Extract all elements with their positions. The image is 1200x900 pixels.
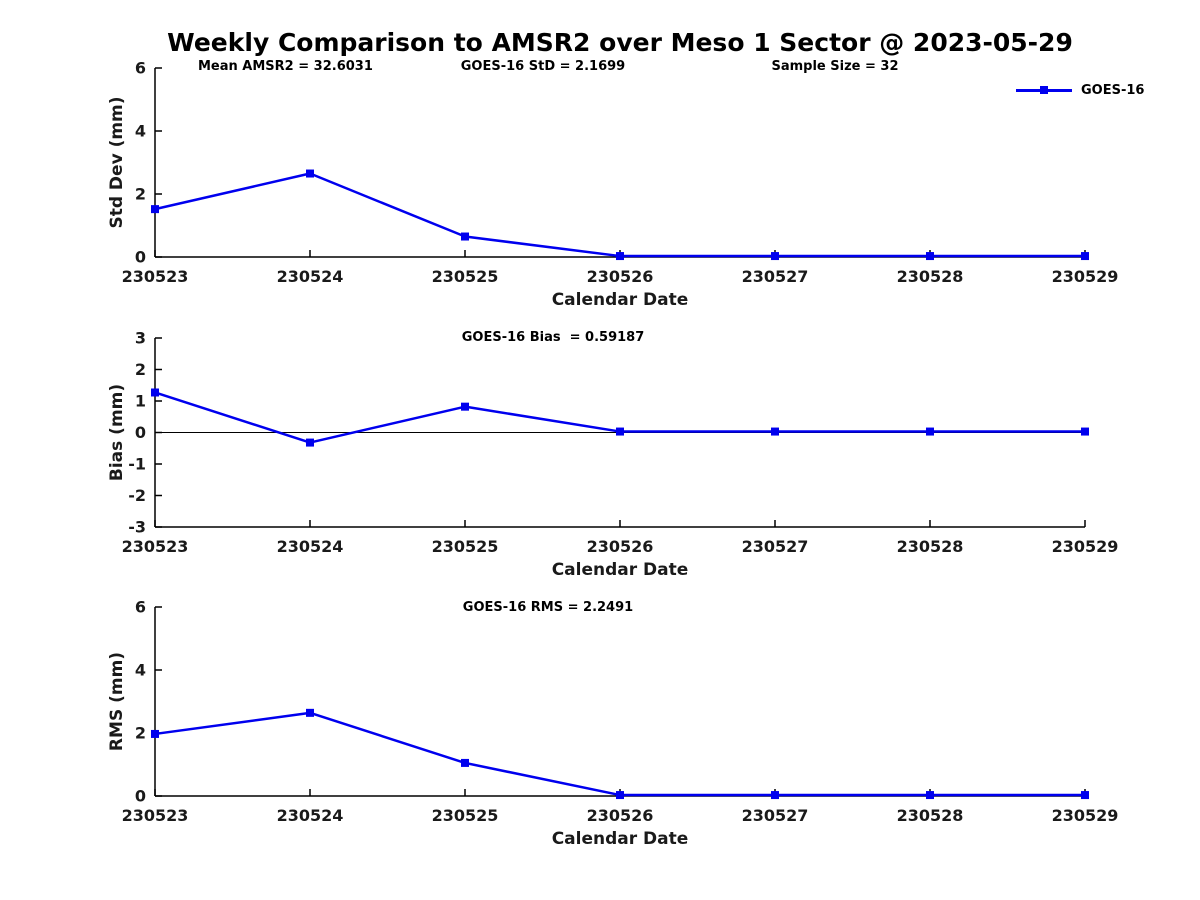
x-tick-label: 230528 [897, 267, 964, 286]
x-tick-label: 230525 [432, 537, 499, 556]
x-tick-label: 230526 [587, 806, 654, 825]
subplot-title-bias: GOES-16 Bias = 0.59187 [461, 330, 645, 345]
y-tick-label: 0 [135, 787, 146, 806]
data-point-marker-goes-16 [306, 708, 314, 717]
legend-label: GOES-16 [1081, 82, 1145, 98]
y-tick-label: 3 [135, 329, 146, 348]
figure-title: Weekly Comparison to AMSR2 over Meso 1 S… [167, 28, 1073, 57]
y-tick-label: 6 [135, 598, 146, 617]
y-tick-label: 2 [135, 185, 146, 204]
x-tick-label: 230524 [277, 806, 344, 825]
data-point-marker-goes-16 [771, 252, 779, 261]
x-axis-label: Calendar Date [552, 290, 689, 310]
annotation-goes16-std: GOES-16 StD = 2.1699 [460, 59, 626, 74]
data-point-marker-goes-16 [151, 205, 159, 214]
annotation-mean-amsr2: Mean AMSR2 = 32.6031 [198, 59, 373, 74]
x-axis-label: Calendar Date [552, 560, 689, 580]
data-point-marker-goes-16 [926, 791, 934, 800]
x-tick-label: 230523 [122, 806, 189, 825]
x-tick-label: 230523 [122, 537, 189, 556]
y-tick-label: 2 [135, 724, 146, 743]
x-tick-label: 230524 [277, 267, 344, 286]
x-tick-label: 230523 [122, 267, 189, 286]
y-tick-label: -1 [128, 455, 146, 474]
data-point-marker-goes-16 [926, 427, 934, 436]
y-axis-label: Bias (mm) [107, 384, 127, 481]
x-axis-label: Calendar Date [552, 829, 689, 849]
data-point-marker-goes-16 [616, 252, 624, 261]
data-point-marker-goes-16 [151, 388, 159, 397]
legend-square-marker-icon [1040, 86, 1048, 94]
y-tick-label: 0 [135, 423, 146, 442]
x-tick-label: 230527 [742, 267, 809, 286]
data-point-marker-goes-16 [1081, 252, 1089, 261]
series-line-goes-16 [154, 172, 1085, 258]
x-tick-label: 230524 [277, 537, 344, 556]
data-point-marker-goes-16 [616, 427, 624, 436]
y-tick-label: 4 [135, 122, 146, 141]
data-point-marker-goes-16 [771, 427, 779, 436]
subplot-title-rms: GOES-16 RMS = 2.2491 [462, 600, 634, 615]
y-tick-label: 6 [135, 59, 146, 78]
data-point-marker-goes-16 [616, 791, 624, 800]
x-tick-label: 230525 [432, 267, 499, 286]
x-tick-label: 230526 [587, 537, 654, 556]
legend-line-sample [1016, 82, 1072, 98]
legend: GOES-16 [1016, 82, 1144, 98]
x-tick-label: 230528 [897, 537, 964, 556]
series-line-goes-16 [154, 711, 1085, 797]
x-tick-label: 230529 [1052, 537, 1119, 556]
x-tick-label: 230529 [1052, 267, 1119, 286]
x-tick-label: 230526 [587, 267, 654, 286]
subplot-rms: 0 2 4 6 230523 230524 230525 230526 230527 230528… [107, 598, 1118, 850]
x-tick-label: 230527 [742, 806, 809, 825]
data-point-marker-goes-16 [461, 758, 469, 767]
data-point-marker-goes-16 [306, 438, 314, 447]
x-tick-label: 230529 [1052, 806, 1119, 825]
y-tick-label: 4 [135, 661, 146, 680]
subplot-stddev: 0 2 4 6 230523 230524 230525 230526 230527 230528… [107, 59, 1118, 311]
data-point-marker-goes-16 [461, 232, 469, 241]
y-tick-label: 2 [135, 360, 146, 379]
annotation-sample-size: Sample Size = 32 [771, 59, 899, 74]
y-axis-label: Std Dev (mm) [107, 96, 127, 228]
data-point-marker-goes-16 [1081, 427, 1089, 436]
data-point-marker-goes-16 [461, 402, 469, 411]
y-axis-label: RMS (mm) [107, 652, 127, 751]
y-tick-label: 0 [135, 248, 146, 267]
x-tick-label: 230528 [897, 806, 964, 825]
y-tick-label: -2 [128, 486, 146, 505]
data-point-marker-goes-16 [771, 791, 779, 800]
data-point-marker-goes-16 [926, 252, 934, 261]
data-point-marker-goes-16 [151, 729, 159, 738]
x-tick-label: 230527 [742, 537, 809, 556]
y-tick-label: 1 [135, 392, 146, 411]
data-point-marker-goes-16 [1081, 791, 1089, 800]
data-point-marker-goes-16 [306, 169, 314, 178]
y-tick-label: -3 [128, 518, 146, 537]
x-tick-label: 230525 [432, 806, 499, 825]
